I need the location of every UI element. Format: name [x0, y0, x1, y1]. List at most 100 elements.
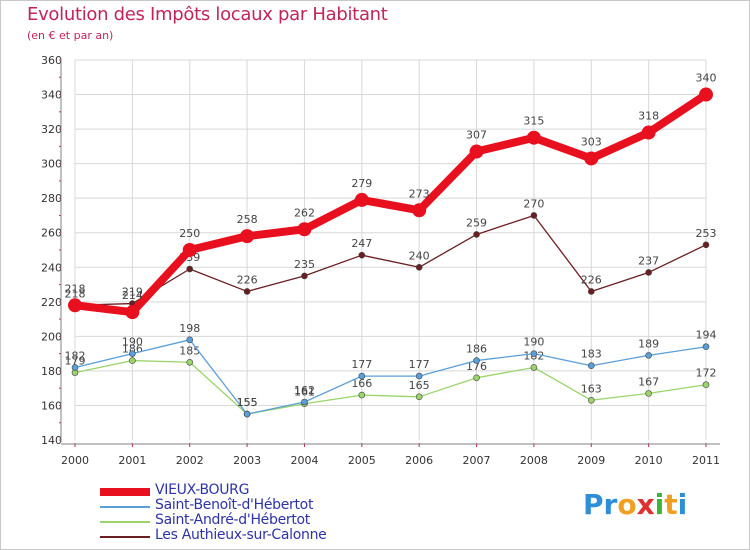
data-label: 177	[409, 358, 430, 371]
proxiti-logo: Proxiti	[583, 488, 687, 521]
logo-letter: i	[677, 488, 688, 521]
data-point	[354, 192, 369, 207]
y-tick-label: 200	[41, 330, 62, 343]
data-label: 237	[638, 254, 659, 267]
data-point	[301, 272, 308, 280]
data-point	[297, 222, 312, 237]
logo-letter: t	[664, 488, 678, 521]
logo-letter: r	[603, 488, 618, 521]
data-label: 253	[696, 227, 717, 240]
data-point	[473, 357, 480, 364]
x-tick-label: 2000	[61, 454, 89, 467]
data-label: 179	[65, 355, 86, 368]
data-label: 247	[351, 237, 372, 250]
data-label: 194	[696, 329, 717, 342]
data-label: 185	[179, 344, 200, 357]
y-tick-label: 320	[41, 123, 62, 136]
data-point	[473, 231, 480, 238]
data-label: 240	[409, 249, 430, 262]
data-point	[358, 391, 366, 399]
data-label: 162	[294, 384, 315, 397]
data-label: 190	[523, 336, 544, 349]
data-label: 303	[581, 135, 602, 148]
data-point	[526, 130, 541, 145]
data-label: 186	[466, 343, 487, 356]
data-point	[186, 265, 194, 273]
y-tick-label: 360	[41, 54, 62, 67]
data-label: 226	[237, 273, 258, 286]
data-point	[71, 364, 79, 371]
data-point	[129, 357, 136, 364]
data-point	[645, 390, 652, 397]
logo-letter: i	[654, 488, 665, 521]
data-point	[530, 364, 538, 371]
y-tick-label: 240	[41, 261, 62, 274]
series-line	[74, 359, 707, 415]
data-point	[68, 298, 82, 313]
data-point	[243, 410, 251, 418]
data-point	[182, 243, 197, 257]
data-label: 155	[237, 396, 258, 409]
data-point	[645, 352, 652, 359]
chart-title: Evolution des Impôts locaux par Habitant	[27, 4, 388, 25]
data-label: 214	[122, 289, 143, 302]
x-tick-label: 2010	[635, 454, 663, 467]
data-point	[587, 396, 595, 404]
data-point	[702, 381, 710, 389]
y-tick-label: 260	[41, 227, 62, 240]
x-tick-label: 2002	[176, 454, 204, 467]
data-point	[301, 398, 308, 406]
data-point	[415, 372, 423, 380]
legend-swatch	[100, 536, 150, 538]
data-label: 183	[581, 348, 602, 361]
data-label: 176	[466, 360, 487, 373]
data-label: 270	[523, 197, 544, 210]
data-label: 273	[409, 187, 430, 200]
data-point	[240, 229, 255, 244]
data-label: 262	[294, 206, 315, 219]
legend-label: Les Authieux-sur-Calonne	[155, 527, 327, 543]
data-point	[186, 358, 194, 366]
data-label: 318	[638, 110, 659, 123]
logo-letter: o	[617, 488, 637, 521]
data-label: 166	[351, 377, 372, 390]
data-label: 190	[122, 336, 143, 349]
x-tick-label: 2005	[348, 454, 376, 467]
x-tick-label: 2008	[520, 454, 548, 467]
data-label: 198	[179, 322, 200, 335]
legend-swatch	[100, 506, 150, 508]
data-label: 167	[638, 375, 659, 388]
data-point	[469, 144, 484, 159]
legend-swatch	[100, 488, 150, 496]
data-label: 177	[351, 358, 372, 371]
y-tick-label: 340	[41, 89, 62, 102]
data-label: 218	[65, 287, 86, 300]
data-label: 226	[581, 273, 602, 286]
data-point	[415, 263, 423, 271]
x-tick-label: 2009	[577, 454, 605, 467]
data-label: 219	[122, 286, 143, 299]
data-label: 161	[294, 386, 315, 399]
data-label: 250	[179, 227, 200, 240]
series-line	[74, 339, 707, 415]
x-tick-label: 2006	[405, 454, 433, 467]
data-point	[702, 343, 710, 351]
series-line	[71, 90, 710, 317]
data-point	[530, 350, 538, 357]
data-point	[473, 374, 480, 382]
data-point	[129, 350, 136, 357]
data-label: 218	[65, 282, 86, 295]
data-point	[186, 336, 194, 344]
data-label: 189	[638, 337, 659, 350]
series-line	[74, 214, 707, 306]
logo-letter: P	[583, 488, 604, 521]
legend-swatch	[100, 521, 150, 523]
legend-label: Saint-Benoît-d'Hébertot	[155, 497, 314, 513]
data-label: 163	[581, 382, 602, 395]
data-point	[587, 288, 595, 295]
y-tick-label: 220	[41, 296, 62, 309]
data-label: 155	[237, 396, 258, 409]
x-tick-label: 2003	[233, 454, 261, 467]
y-tick-label: 300	[41, 158, 62, 171]
